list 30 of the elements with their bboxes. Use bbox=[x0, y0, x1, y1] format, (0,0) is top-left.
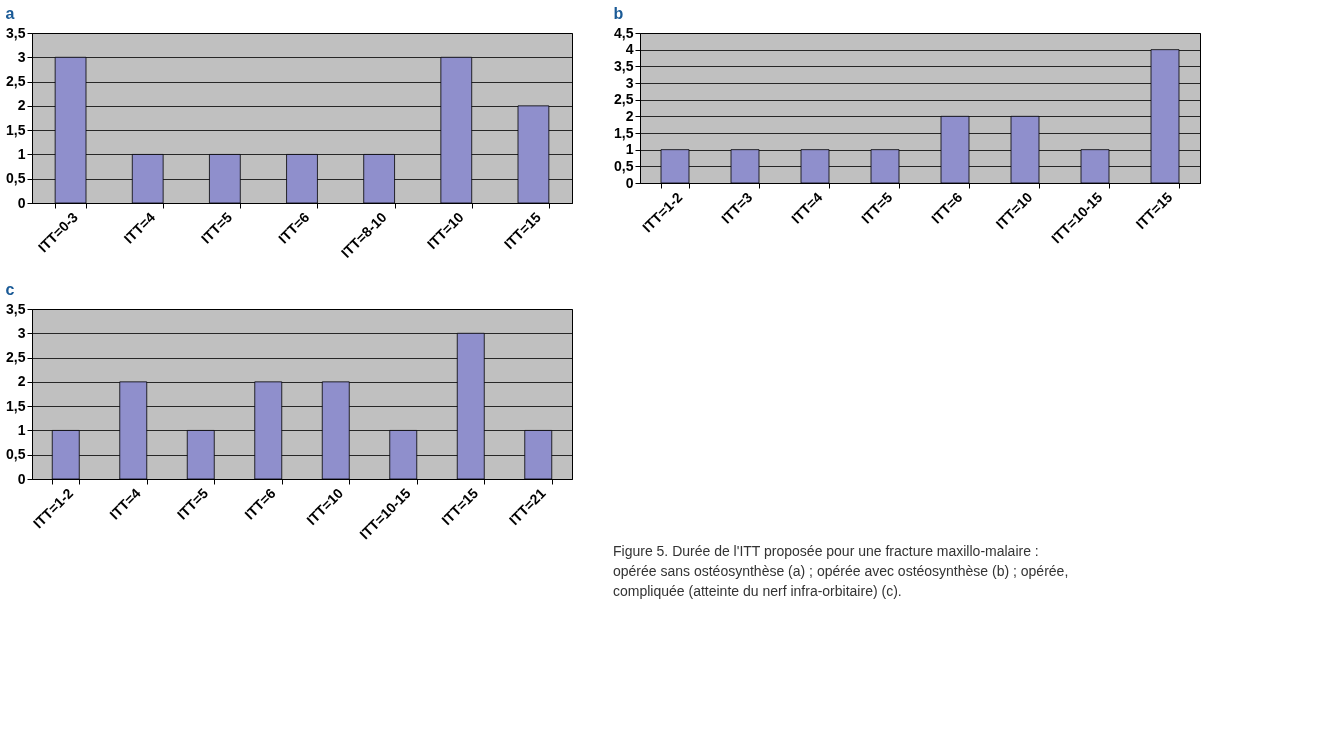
y-tick-label: 2,5 bbox=[6, 73, 26, 90]
y-tick-label: 2 bbox=[625, 107, 634, 124]
y-tick-label: 2 bbox=[17, 373, 26, 390]
caption: Figure 5. Durée de l'ITT proposée pour une fracture maxillo-malaire : opérée sans ostéosynthèse (a) ; opérée avec ostéosynthèse (b) ; opérée, compliquée (atteinte du nerf infra-orbitaire) (c). bbox=[613, 543, 1069, 599]
y-tick-label: 1 bbox=[17, 421, 26, 438]
y-tick-label: 3 bbox=[17, 324, 26, 341]
y-tick-label: 1,5 bbox=[6, 397, 26, 414]
chart-title: c bbox=[5, 281, 15, 298]
y-tick-label: 3 bbox=[17, 48, 26, 65]
y-tick-label: 0,5 bbox=[6, 170, 26, 187]
y-tick-label: 0 bbox=[17, 194, 26, 211]
y-tick-label: 2,5 bbox=[6, 349, 26, 366]
y-tick-label: 1,5 bbox=[614, 124, 634, 141]
chart-title: a bbox=[5, 5, 15, 22]
y-tick-label: 1 bbox=[17, 145, 26, 162]
y-tick-label: 3,5 bbox=[6, 24, 26, 41]
y-tick-label: 1,5 bbox=[6, 121, 26, 138]
chart-title: b bbox=[613, 5, 624, 22]
y-tick-label: 4,5 bbox=[614, 24, 634, 41]
y-tick-label: 4 bbox=[625, 41, 634, 58]
y-tick-label: 0 bbox=[17, 470, 26, 487]
y-tick-label: 2 bbox=[17, 97, 26, 114]
y-tick-label: 0,5 bbox=[614, 157, 634, 174]
y-tick-label: 1 bbox=[625, 141, 634, 158]
y-tick-label: 2,5 bbox=[614, 91, 634, 108]
y-tick-label: 0,5 bbox=[6, 446, 26, 463]
y-tick-label: 3,5 bbox=[614, 57, 634, 74]
y-tick-label: 3,5 bbox=[6, 300, 26, 317]
y-tick-label: 0 bbox=[625, 174, 634, 191]
y-tick-label: 3 bbox=[625, 74, 634, 91]
